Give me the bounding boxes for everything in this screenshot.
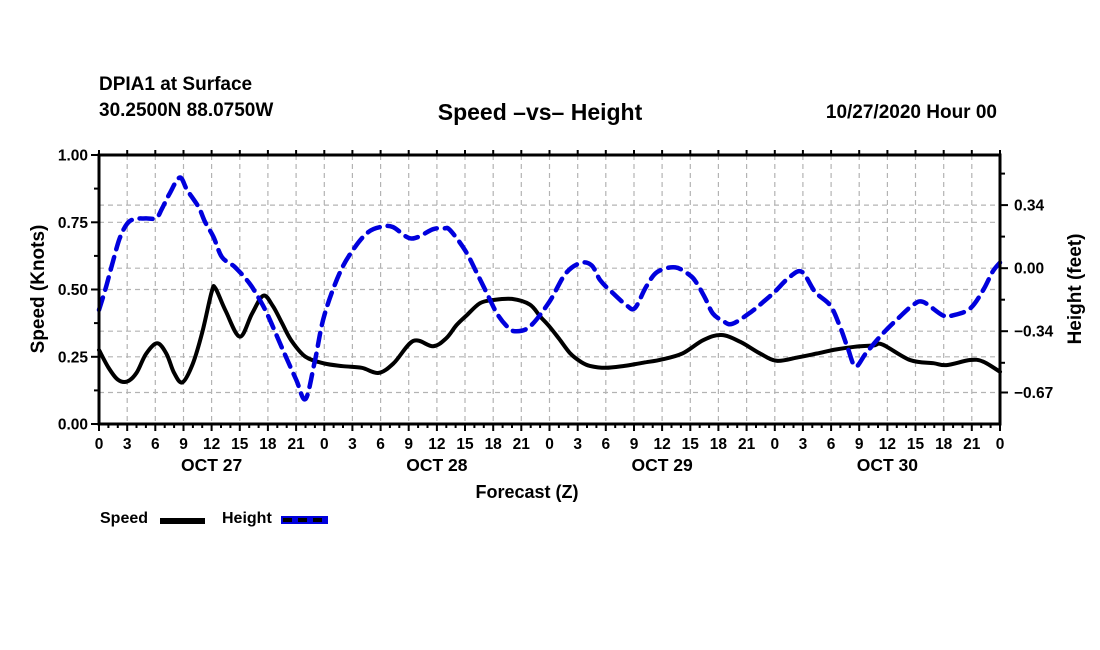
svg-text:0: 0 — [996, 436, 1005, 453]
svg-text:18: 18 — [935, 436, 953, 453]
svg-text:OCT 27: OCT 27 — [181, 455, 242, 475]
svg-text:1.00: 1.00 — [58, 148, 88, 165]
svg-text:0.34: 0.34 — [1014, 198, 1045, 215]
svg-text:12: 12 — [428, 436, 445, 453]
grid — [99, 155, 1000, 424]
svg-text:6: 6 — [827, 436, 836, 453]
svg-text:9: 9 — [404, 436, 413, 453]
day-labels: OCT 27 OCT 28 OCT 29 OCT 30 — [181, 455, 918, 475]
height-curve — [96, 175, 1003, 402]
axis-ticks — [91, 150, 1008, 431]
svg-text:0: 0 — [545, 436, 554, 453]
legend-height-label: Height — [222, 510, 272, 527]
svg-text:18: 18 — [710, 436, 728, 453]
svg-text:21: 21 — [287, 436, 305, 453]
svg-text:9: 9 — [630, 436, 639, 453]
svg-text:15: 15 — [682, 436, 700, 453]
svg-text:OCT 30: OCT 30 — [857, 455, 919, 475]
hour-tick-labels: 0 3 6 9 12 15 18 21 0 3 6 9 12 15 18 21 0 3 6 9 12 15 18 21 0 3 6 9… — [95, 436, 1005, 453]
svg-text:0.75: 0.75 — [58, 215, 89, 232]
speed-curve — [97, 284, 1002, 385]
svg-text:−0.67: −0.67 — [1014, 385, 1053, 402]
chart-title: Speed –vs– Height — [437, 99, 643, 125]
svg-text:15: 15 — [907, 436, 925, 453]
svg-text:9: 9 — [855, 436, 864, 453]
svg-text:0.50: 0.50 — [58, 282, 88, 299]
svg-text:12: 12 — [203, 436, 220, 453]
svg-text:3: 3 — [123, 436, 132, 453]
svg-text:18: 18 — [259, 436, 277, 453]
right-tick-labels: 0.34 0.00 −0.34 −0.67 — [1014, 198, 1054, 402]
svg-text:0: 0 — [320, 436, 329, 453]
svg-text:3: 3 — [799, 436, 808, 453]
svg-text:21: 21 — [513, 436, 531, 453]
svg-text:3: 3 — [573, 436, 582, 453]
svg-text:15: 15 — [231, 436, 249, 453]
station-label: DPIA1 at Surface — [99, 74, 253, 95]
legend-height-line-swatch — [281, 516, 328, 524]
svg-text:6: 6 — [151, 436, 160, 453]
svg-text:0.00: 0.00 — [1014, 261, 1044, 278]
svg-text:18: 18 — [485, 436, 503, 453]
svg-text:OCT 28: OCT 28 — [406, 455, 468, 475]
left-tick-labels: 1.00 0.75 0.50 0.25 0.00 — [58, 148, 89, 434]
station-coordinates: 30.2500N 88.0750W — [99, 100, 274, 121]
svg-text:9: 9 — [179, 436, 188, 453]
legend-speed-label: Speed — [100, 510, 149, 527]
svg-text:OCT 29: OCT 29 — [631, 455, 693, 475]
svg-text:0: 0 — [95, 436, 104, 453]
svg-text:12: 12 — [879, 436, 896, 453]
svg-text:−0.34: −0.34 — [1014, 324, 1054, 341]
svg-text:0.00: 0.00 — [58, 417, 88, 434]
x-axis-title: Forecast (Z) — [475, 482, 579, 502]
svg-text:21: 21 — [963, 436, 981, 453]
svg-text:3: 3 — [348, 436, 357, 453]
svg-text:0: 0 — [770, 436, 779, 453]
svg-text:12: 12 — [653, 436, 670, 453]
svg-text:0.25: 0.25 — [58, 349, 89, 366]
svg-text:6: 6 — [601, 436, 610, 453]
model-run-time: 10/27/2020 Hour 00 — [825, 102, 997, 123]
svg-text:15: 15 — [456, 436, 474, 453]
svg-text:6: 6 — [376, 436, 385, 453]
svg-text:21: 21 — [738, 436, 756, 453]
legend-speed-line-swatch — [160, 518, 205, 524]
